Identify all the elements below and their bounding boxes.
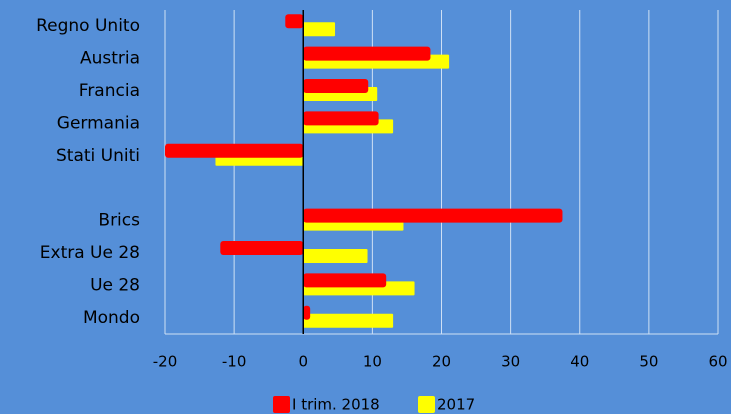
x-tick-label: 50 — [639, 353, 658, 371]
bar — [165, 143, 304, 158]
y-tick-label: Austria — [80, 49, 140, 69]
x-tick-label: 30 — [501, 353, 520, 371]
legend-label: 2017 — [437, 396, 475, 414]
bar — [303, 273, 387, 288]
x-tick-label: 20 — [432, 353, 451, 371]
y-tick-label: Mondo — [83, 308, 140, 328]
bar — [303, 249, 368, 263]
x-tick-label: 60 — [708, 353, 727, 371]
y-tick-label: Germania — [57, 113, 140, 133]
y-tick-label: Stati Uniti — [56, 146, 140, 166]
x-tick-label: 0 — [298, 353, 308, 371]
bar — [303, 79, 369, 93]
bar — [303, 208, 563, 223]
bar — [220, 241, 304, 255]
y-tick-label: Extra Ue 28 — [40, 243, 140, 263]
legend-swatch — [273, 396, 290, 413]
bar — [303, 313, 394, 328]
bar — [303, 111, 379, 126]
legend-swatch — [418, 396, 435, 413]
x-tick-label: 10 — [363, 353, 382, 371]
bar — [303, 22, 336, 37]
x-tick-label: -20 — [153, 353, 178, 371]
x-tick-label: 40 — [570, 353, 589, 371]
bar — [303, 46, 431, 61]
bar — [303, 305, 311, 320]
y-tick-label: Ue 28 — [90, 275, 140, 295]
y-tick-label: Brics — [98, 211, 140, 231]
x-tick-label: -10 — [222, 353, 247, 371]
y-tick-label: Francia — [79, 81, 140, 101]
bar — [285, 14, 304, 29]
legend-label: I trim. 2018 — [292, 396, 380, 414]
y-tick-label: Regno Unito — [36, 16, 140, 36]
